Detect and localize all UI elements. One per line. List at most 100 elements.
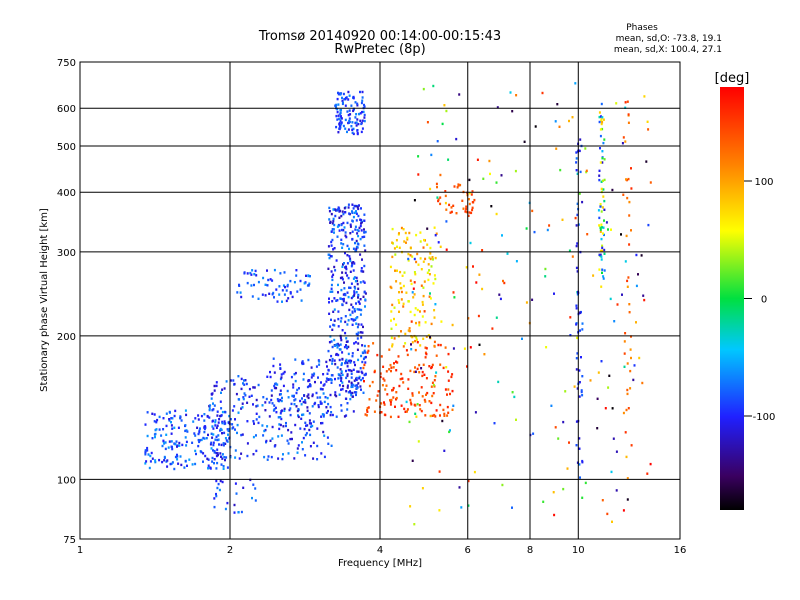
data-point xyxy=(213,458,216,461)
data-point xyxy=(312,374,315,377)
data-point xyxy=(621,293,623,296)
data-point xyxy=(261,293,264,296)
data-point xyxy=(328,301,330,304)
data-point xyxy=(313,402,316,406)
data-point xyxy=(344,118,347,122)
data-point xyxy=(173,467,176,471)
data-point xyxy=(418,404,421,407)
data-point xyxy=(217,421,220,424)
data-point xyxy=(430,401,433,405)
data-point xyxy=(294,398,297,401)
data-point xyxy=(438,509,441,512)
data-point xyxy=(241,406,244,409)
data-point xyxy=(207,458,210,461)
colorbar-tick-label: 100 xyxy=(754,177,773,188)
data-point xyxy=(329,220,332,224)
data-point xyxy=(356,131,359,135)
data-point xyxy=(422,246,425,249)
data-point xyxy=(603,138,606,141)
data-point xyxy=(413,293,416,296)
data-point xyxy=(271,425,274,429)
data-point xyxy=(238,398,241,401)
data-point xyxy=(330,283,333,287)
data-point xyxy=(344,104,347,107)
data-point xyxy=(363,373,366,377)
data-point xyxy=(344,320,347,324)
data-point xyxy=(417,440,420,443)
data-point xyxy=(162,439,165,442)
data-point xyxy=(336,342,339,346)
data-point xyxy=(395,239,398,242)
data-point xyxy=(222,467,225,470)
data-point xyxy=(342,243,345,246)
data-point xyxy=(330,244,333,247)
data-point xyxy=(495,316,498,319)
data-point xyxy=(564,390,567,393)
data-point xyxy=(198,440,201,444)
data-point xyxy=(255,398,258,402)
data-point xyxy=(243,383,246,386)
data-point xyxy=(395,391,398,394)
data-point xyxy=(333,231,335,234)
data-point xyxy=(274,382,277,385)
data-point xyxy=(341,357,344,361)
data-point xyxy=(554,426,557,429)
data-point xyxy=(347,113,350,117)
data-point xyxy=(253,273,256,276)
data-point xyxy=(612,437,615,440)
data-point xyxy=(599,228,602,231)
data-point xyxy=(585,170,588,174)
data-point xyxy=(363,235,366,238)
data-point xyxy=(212,449,214,452)
data-point xyxy=(348,308,351,312)
data-point xyxy=(352,277,355,280)
data-point xyxy=(287,442,290,445)
data-point xyxy=(238,284,241,287)
data-point xyxy=(584,481,587,485)
data-point xyxy=(625,455,628,459)
data-point xyxy=(606,512,609,516)
data-point xyxy=(226,428,229,431)
data-point xyxy=(428,295,431,298)
data-point xyxy=(389,415,392,419)
data-point xyxy=(293,457,296,460)
data-point xyxy=(228,414,231,418)
data-point xyxy=(243,272,246,275)
data-point xyxy=(211,456,214,460)
data-point xyxy=(395,280,398,283)
data-point xyxy=(344,271,347,275)
data-point xyxy=(351,230,354,233)
data-point xyxy=(149,454,152,458)
data-point xyxy=(397,415,400,418)
data-point xyxy=(452,291,455,294)
data-point xyxy=(280,417,283,421)
data-point xyxy=(355,247,358,251)
data-point xyxy=(340,117,343,120)
data-point xyxy=(163,459,166,462)
data-point xyxy=(401,274,404,277)
data-point xyxy=(400,298,403,301)
data-point xyxy=(292,386,295,389)
data-point xyxy=(629,369,632,373)
data-point xyxy=(363,116,366,119)
data-point xyxy=(423,373,426,376)
data-point xyxy=(348,117,351,120)
data-point xyxy=(335,259,338,262)
data-point xyxy=(420,367,423,370)
data-point xyxy=(600,115,602,118)
data-point xyxy=(601,206,604,209)
data-point xyxy=(450,375,453,379)
data-point xyxy=(393,247,396,250)
data-point xyxy=(199,427,201,430)
data-point xyxy=(458,93,461,96)
data-point xyxy=(220,443,223,447)
data-point xyxy=(212,443,215,447)
data-point xyxy=(215,435,218,438)
data-point xyxy=(300,417,303,420)
data-point xyxy=(525,227,528,230)
data-point xyxy=(246,272,249,275)
data-point xyxy=(390,327,393,330)
x-tick-label: 2 xyxy=(227,545,233,556)
data-point xyxy=(332,208,335,211)
data-point xyxy=(236,291,239,294)
